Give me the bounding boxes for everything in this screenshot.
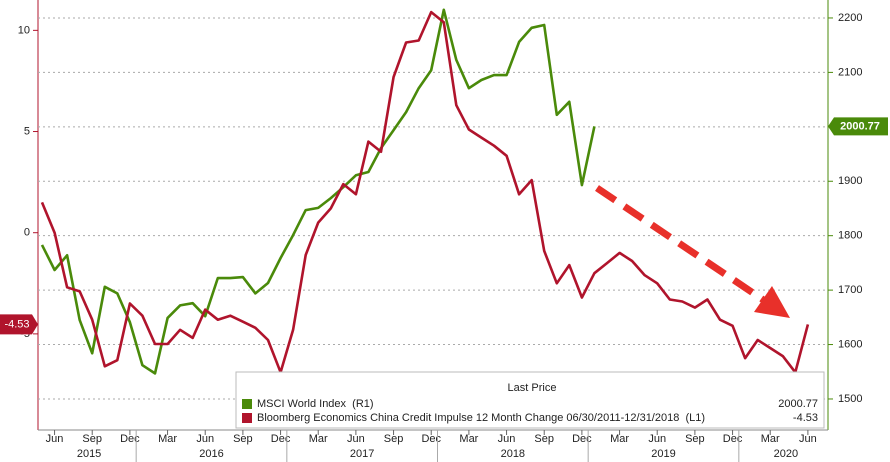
- y-tick-label: 0: [24, 227, 30, 239]
- x-tick-label: Sep: [685, 433, 705, 445]
- year-label: 2017: [350, 448, 374, 460]
- x-tick-label: Mar: [158, 433, 177, 445]
- last-value-tag: [828, 117, 888, 136]
- last-value-tag: [0, 314, 38, 335]
- year-label: 2016: [199, 448, 223, 460]
- x-tick-label: Sep: [384, 433, 404, 445]
- y2-tick-label: 2100: [838, 66, 862, 78]
- y2-tick-label: 1800: [838, 230, 862, 242]
- legend-title: Last Price: [508, 382, 557, 394]
- plot-lines: [40, 8, 810, 375]
- y2-tick-label: 1900: [838, 175, 862, 187]
- y2-tick-label: 1500: [838, 393, 862, 405]
- x-tick-label: Mar: [761, 433, 780, 445]
- y-tick-label: 5: [24, 125, 30, 137]
- trend-arrow: [595, 185, 790, 318]
- x-tick-label: Jun: [347, 433, 365, 445]
- x-tick-label: Dec: [572, 433, 592, 445]
- axis-labels: 1050-522002100200019001800170016001500Ju…: [0, 12, 888, 462]
- legend-value: 2000.77: [778, 398, 818, 410]
- last-value-label: -4.53: [4, 318, 29, 330]
- x-tick-label: Jun: [799, 433, 817, 445]
- year-label: 2019: [651, 448, 675, 460]
- x-tick-label: Dec: [120, 433, 140, 445]
- year-label: 2020: [774, 448, 798, 460]
- y-tick-label: 10: [18, 24, 30, 36]
- legend-value: -4.53: [793, 412, 818, 424]
- year-label: 2018: [501, 448, 525, 460]
- legend-swatch: [242, 413, 252, 423]
- x-tick-label: Sep: [82, 433, 102, 445]
- x-tick-label: Jun: [196, 433, 214, 445]
- y2-tick-label: 2200: [838, 12, 862, 24]
- legend-box: [235, 371, 825, 429]
- y2-tick-label: 1600: [838, 338, 862, 350]
- arrow-head: [754, 286, 790, 318]
- series-line: [40, 8, 596, 375]
- legend-label: MSCI World Index (R1): [257, 398, 374, 410]
- y2-tick-label: 1700: [838, 284, 862, 296]
- x-tick-label: Jun: [498, 433, 516, 445]
- x-tick-label: Dec: [723, 433, 743, 445]
- x-tick-label: Mar: [309, 433, 328, 445]
- series-line: [40, 10, 810, 374]
- x-tick-label: Jun: [648, 433, 666, 445]
- year-label: 2015: [77, 448, 101, 460]
- x-tick-label: Mar: [459, 433, 478, 445]
- last-value-label: 2000.77: [840, 120, 880, 132]
- x-tick-label: Jun: [46, 433, 64, 445]
- legend: Last Price MSCI World Index (R1) 2000.77 B…: [235, 371, 825, 429]
- x-tick-label: Sep: [534, 433, 554, 445]
- x-tick-label: Mar: [610, 433, 629, 445]
- x-tick-label: Dec: [271, 433, 291, 445]
- arrow-shaft: [595, 185, 770, 306]
- legend-label: Bloomberg Economics China Credit Impulse…: [257, 412, 705, 424]
- x-tick-label: Dec: [421, 433, 441, 445]
- legend-swatch: [242, 399, 252, 409]
- x-tick-label: Sep: [233, 433, 253, 445]
